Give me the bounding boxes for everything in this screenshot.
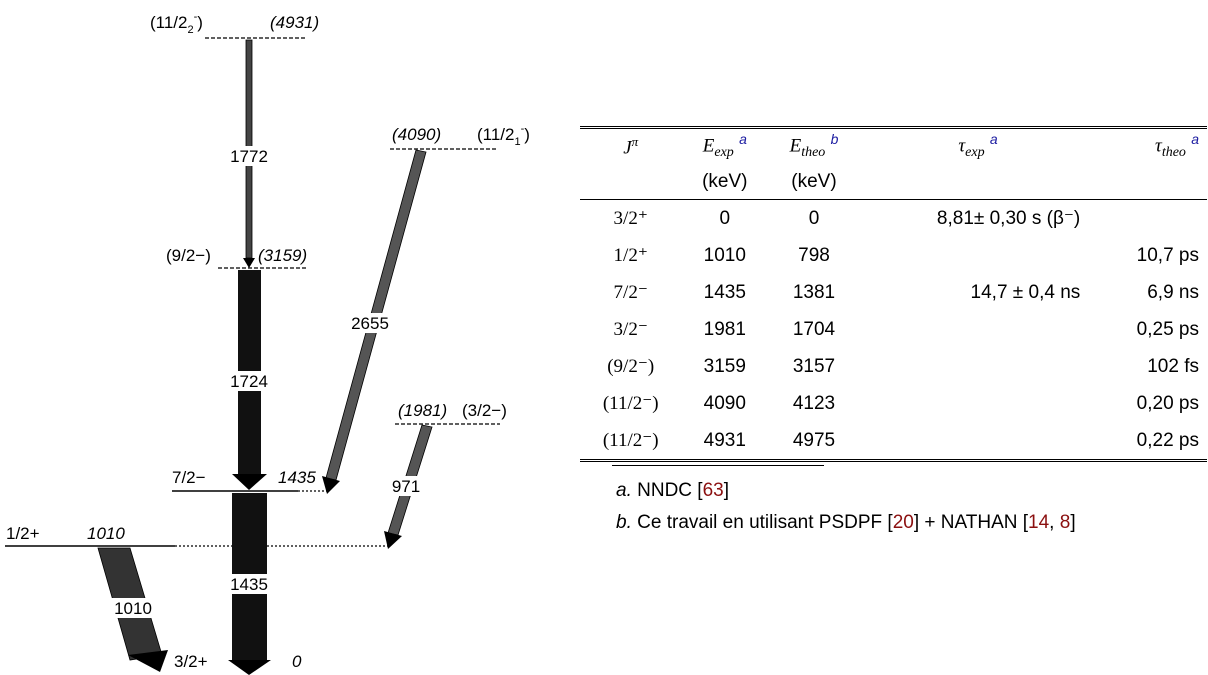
gamma-label-971: 971 [392,477,420,496]
unit-tau-exp [860,164,1097,199]
spin-1435: 7/2− [172,468,206,487]
col-header-jpi: Jπ [623,133,639,159]
col-header-e-exp: Eexp a [702,131,747,161]
gamma-label-1724: 1724 [230,372,268,391]
gamma-label-1010: 1010 [114,599,152,618]
energy-0: 0 [292,652,302,671]
levels-table: Jπ Eexp a Etheo b τexp a τtheo a (keV) (… [580,129,1207,459]
energy-4931: (4931) [270,13,319,32]
table-row: 3/2⁻ 1981 1704 0,25 ps [613,318,1199,341]
unit-jpi [580,164,681,199]
unit-e-theo: (keV) [791,170,837,192]
table-row: (9/2⁻) 3159 3157 102 fs [607,355,1199,378]
gamma-label-2655: 2655 [351,314,389,333]
unit-tau-theo [1096,164,1207,199]
table-top-rule [580,126,1207,129]
table-row: 1/2⁺ 1010 798 10,7 ps [613,244,1199,267]
footnotes: a. NNDC [63] b. Ce travail en utilisant … [612,465,1208,542]
col-header-tau-theo: τtheo a [1155,131,1199,161]
spin-3159: (9/2−) [166,246,211,265]
citation-link[interactable]: 63 [702,480,724,501]
spin-1010: 1/2+ [6,524,40,543]
level-scheme: 1772 1724 2655 971 1435 1010 (11/22-) (4… [0,0,570,675]
energy-3159: (3159) [258,246,307,265]
table-units-row: (keV) (keV) [580,164,1207,199]
footnote-separator [612,465,824,466]
citation-link[interactable]: 20 [892,512,914,533]
spin-1981: (3/2−) [462,401,507,420]
table-row: (11/2⁻) 4090 4123 0,20 ps [602,392,1199,415]
col-header-e-theo: Etheo b [789,131,839,161]
gamma-label-1435: 1435 [230,575,268,594]
table-header-row: Jπ Eexp a Etheo b τexp a τtheo a [580,129,1207,164]
energy-1010: 1010 [87,524,125,543]
citation-link[interactable]: 14 [1028,512,1050,533]
table-row: 3/2⁺ 0 0 8,81± 0,30 s (β⁻) [613,207,1081,230]
footnote-b: b. Ce travail en utilisant PSDPF [20] + … [616,512,1076,533]
citation-link[interactable]: 8 [1059,512,1071,533]
table-row: (11/2⁻) 4931 4975 0,22 ps [602,429,1199,452]
unit-e-exp: (keV) [702,170,748,192]
energy-4090: (4090) [392,125,441,144]
footnote-a: a. NNDC [63] [616,480,730,501]
spin-4931: (11/22-) [150,11,203,36]
gamma-label-1772: 1772 [230,147,268,166]
table-bottom-rule [580,459,1207,462]
table-row: 7/2⁻ 1435 1381 14,7 ± 0,4 ns 6,9 ns [613,281,1199,304]
spin-4090: (11/21-) [477,123,530,148]
spin-0: 3/2+ [174,652,208,671]
level-scheme-svg: 1772 1724 2655 971 1435 1010 (11/22-) (4… [5,11,530,675]
energy-1981: (1981) [398,401,447,420]
col-header-tau-exp: τexp a [958,131,998,161]
levels-table-panel: Jπ Eexp a Etheo b τexp a τtheo a (keV) (… [580,126,1207,462]
energy-1435: 1435 [278,468,316,487]
